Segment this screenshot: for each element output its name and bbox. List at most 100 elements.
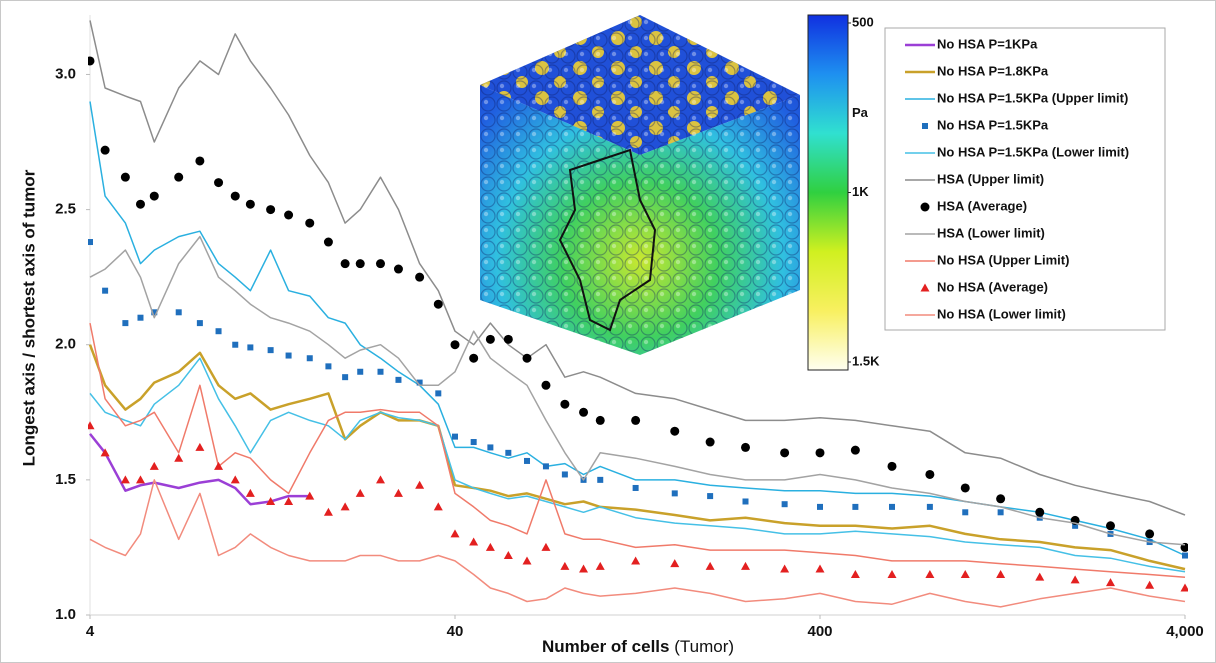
y-tick-label: 2.0 <box>55 336 76 353</box>
legend-label: No HSA P=1.5KPa (Lower limit) <box>937 144 1129 159</box>
dot <box>579 407 589 417</box>
y-axis-title: Longest axis / shortest axis of tumor <box>19 169 38 466</box>
axes: 1.0 1.5 2.0 2.5 3.0 4 40 400 4,000 <box>55 15 1204 640</box>
square <box>852 503 859 510</box>
square <box>452 433 458 440</box>
square <box>1182 552 1188 559</box>
dot <box>595 415 605 425</box>
triangle <box>88 421 95 430</box>
legend-marker <box>922 123 928 129</box>
dot <box>149 191 159 201</box>
dot <box>850 445 860 455</box>
legend-marker <box>920 283 930 292</box>
square <box>781 501 788 508</box>
square <box>285 352 292 359</box>
triangle <box>925 569 935 578</box>
colorbar-tick-label: 500 <box>852 14 874 29</box>
dot <box>522 353 532 363</box>
square <box>232 341 239 348</box>
triangle <box>284 496 294 505</box>
triangle <box>631 556 641 565</box>
square <box>377 368 384 375</box>
square <box>470 439 477 446</box>
dot <box>415 272 425 282</box>
dot <box>120 172 130 182</box>
y-tick-label: 2.5 <box>55 201 76 218</box>
dot <box>355 259 365 269</box>
legend-label: No HSA (Upper Limit) <box>937 252 1069 267</box>
dot <box>541 380 551 390</box>
triangle <box>850 569 860 578</box>
triangle <box>469 537 479 546</box>
triangle <box>305 491 315 500</box>
triangle <box>214 461 224 470</box>
dot <box>323 237 333 247</box>
square <box>247 344 254 351</box>
triangle <box>740 561 750 570</box>
triangle <box>705 561 715 570</box>
triangle <box>887 569 897 578</box>
square <box>306 355 313 362</box>
legend-label: No HSA P=1.5KPa (Upper limit) <box>937 90 1128 105</box>
dot <box>1145 529 1155 539</box>
triangle <box>541 542 551 551</box>
x-axis-title-main: Number of cells <box>542 637 670 656</box>
x-tick-label: 400 <box>807 623 832 640</box>
triangle <box>120 475 130 484</box>
square <box>962 509 969 516</box>
square <box>671 490 678 497</box>
dot <box>960 483 970 493</box>
legend-label: No HSA (Lower limit) <box>937 306 1066 321</box>
triangle <box>135 475 145 484</box>
dot <box>305 218 315 228</box>
dot <box>705 437 715 447</box>
cube-outline <box>558 148 657 332</box>
dot <box>393 264 403 274</box>
square <box>88 239 93 246</box>
x-tick-label: 40 <box>447 623 464 640</box>
square <box>1072 522 1079 529</box>
triangle <box>245 488 255 497</box>
dot <box>925 469 935 479</box>
triangle <box>355 488 365 497</box>
square <box>196 320 203 327</box>
dot <box>670 426 680 436</box>
triangle <box>560 561 570 570</box>
square <box>542 463 549 470</box>
dot <box>375 259 385 269</box>
triangle <box>393 488 403 497</box>
square <box>435 390 442 397</box>
square <box>342 374 349 381</box>
triangle <box>1145 580 1155 589</box>
series-line <box>89 479 1186 608</box>
dot <box>996 494 1006 504</box>
triangle <box>174 453 184 462</box>
square <box>395 376 402 383</box>
square <box>175 309 182 316</box>
x-axis-title: Number of cells (Tumor) <box>542 637 734 656</box>
dot <box>469 353 479 363</box>
dot <box>230 191 240 201</box>
series-line <box>89 101 1186 557</box>
legend-marker <box>920 202 930 212</box>
dot <box>100 145 110 155</box>
series-line <box>89 235 1186 546</box>
square <box>997 509 1004 516</box>
triangle <box>323 507 333 516</box>
square <box>357 368 364 375</box>
square <box>122 320 129 327</box>
square <box>524 457 531 464</box>
triangle <box>579 564 589 573</box>
dot <box>1105 521 1115 531</box>
inset-image: 500 1K 1.5K Pa <box>480 14 880 371</box>
plot-area <box>88 20 1188 608</box>
series-line <box>89 322 1186 578</box>
dot <box>214 178 224 188</box>
dot <box>780 448 790 458</box>
legend-label: No HSA P=1KPa <box>937 36 1038 51</box>
square <box>597 476 604 483</box>
legend-label: HSA (Upper limit) <box>937 171 1044 186</box>
dot <box>433 299 443 309</box>
triangle <box>960 569 970 578</box>
triangle <box>1105 578 1115 587</box>
